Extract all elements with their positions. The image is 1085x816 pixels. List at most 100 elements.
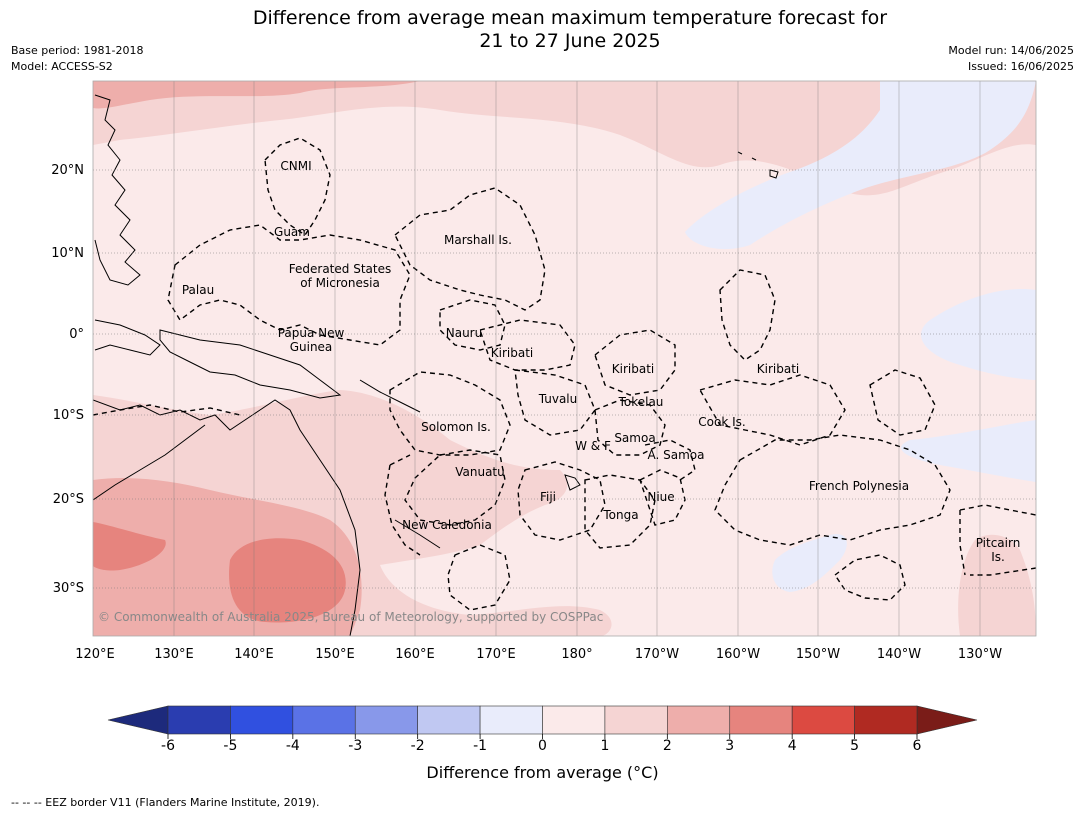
latitude-label: 0° — [69, 327, 84, 342]
anomaly-field-neg1-0-equator — [921, 289, 1036, 380]
place-labels: CNMI Guam Marshall Is. Federated States of M… — [182, 159, 1020, 564]
eez-borders — [93, 137, 1036, 611]
place-label-line: Cook Is. — [698, 415, 745, 429]
latitude-label: 20°N — [51, 163, 84, 178]
map-title-line2: 21 to 27 June 2025 — [479, 30, 661, 52]
longitude-label: 160°W — [716, 647, 760, 662]
place-label-niue: Niue — [647, 490, 674, 504]
place-label-kiribati-e: Kiribati — [757, 362, 799, 376]
colorbar-segment — [854, 705, 918, 735]
place-label-line: Kiribati — [491, 346, 533, 360]
place-label-line: Papua New — [278, 326, 345, 340]
place-label-kiribati-c: Kiribati — [612, 362, 654, 376]
colorbar-segment — [230, 705, 294, 735]
latitude-label: 30°S — [53, 581, 84, 596]
place-label-line: Kiribati — [612, 362, 654, 376]
place-label-line: A. Samoa — [648, 448, 705, 462]
colorbar-tick-label: 1 — [600, 738, 609, 754]
longitude-label: 130°E — [154, 647, 194, 662]
model-run: Model run: 14/06/2025 — [948, 44, 1074, 57]
place-label-wf: W & F — [575, 439, 611, 453]
model-name: Model: ACCESS-S2 — [11, 60, 113, 73]
place-label-line: Guinea — [290, 340, 333, 354]
longitude-label: 130°W — [958, 647, 1002, 662]
place-label-line: Nauru — [446, 326, 482, 340]
place-label-solomon: Solomon Is. — [421, 420, 491, 434]
longitude-label: 140°W — [877, 647, 921, 662]
place-label-png: Papua New Guinea — [278, 326, 345, 354]
colorbar-label: Difference from average (°C) — [426, 763, 659, 782]
place-label-line: Tuvalu — [538, 392, 578, 406]
graticule — [93, 81, 1036, 636]
anomaly-field-neg1-0-north — [685, 81, 1036, 250]
place-label-line: CNMI — [280, 159, 311, 173]
place-label-asamoa: A. Samoa — [648, 448, 705, 462]
place-label-line: Tokelau — [618, 395, 664, 409]
colorbar-tick-label: -3 — [348, 738, 362, 754]
place-label-samoa: Samoa — [614, 431, 655, 445]
colorbar-segment — [479, 705, 543, 735]
longitude-label: 180° — [561, 647, 592, 662]
anomaly-field-1-2-north — [93, 81, 1036, 196]
colorbar-tick-label: 3 — [725, 738, 734, 754]
colorbar-segment — [791, 705, 855, 735]
colorbar-tick-label: -1 — [473, 738, 487, 754]
colorbar-over-arrow — [916, 705, 978, 735]
map-title-line1: Difference from average mean maximum tem… — [252, 7, 888, 29]
longitude-label: 170°W — [635, 647, 679, 662]
longitude-label: 140°E — [234, 647, 274, 662]
colorbar-segment — [167, 705, 231, 735]
place-label-line: Palau — [182, 283, 214, 297]
place-label-line: W & F — [575, 439, 611, 453]
colorbar-tick-label: -2 — [411, 738, 425, 754]
longitude-label: 150°W — [796, 647, 840, 662]
colorbar-tick-label: -5 — [223, 738, 237, 754]
place-label-line: Solomon Is. — [421, 420, 491, 434]
colorbar-tick-label: 0 — [538, 738, 547, 754]
place-label-kiribati-w: Kiribati — [491, 346, 533, 360]
base-period: Base period: 1981-2018 — [11, 44, 144, 57]
place-label-palau: Palau — [182, 283, 214, 297]
meta-right: Model run: 14/06/2025 Issued: 16/06/2025 — [948, 43, 1074, 75]
colorbar-tick-label: 2 — [663, 738, 672, 754]
place-label-nauru: Nauru — [446, 326, 482, 340]
place-label-frpoly: French Polynesia — [809, 479, 909, 493]
anomaly-field-3-4-west — [93, 522, 166, 571]
latitude-label: 20°S — [53, 492, 84, 507]
colorbar-segment — [292, 705, 356, 735]
longitude-label: 160°E — [395, 647, 435, 662]
place-label-marshall: Marshall Is. — [444, 233, 512, 247]
colorbar: -6 -5 -4 -3 -2 -1 0 1 2 3 4 5 6 — [107, 705, 978, 754]
longitude-label: 150°E — [315, 647, 355, 662]
place-label-line: Tonga — [602, 508, 638, 522]
anomaly-field-1-2-se — [958, 534, 1036, 636]
colorbar-under-arrow — [107, 705, 169, 735]
colorbar-tick-label: 6 — [913, 738, 922, 754]
colorbar-tick-label: 4 — [788, 738, 797, 754]
place-label-line: Kiribati — [757, 362, 799, 376]
copyright-text: © Commonwealth of Australia 2025, Bureau… — [98, 610, 603, 624]
colorbar-segment — [354, 705, 418, 735]
place-label-cnmi: CNMI — [280, 159, 311, 173]
map-field — [93, 81, 1036, 636]
anomaly-field-3-4-core — [229, 538, 346, 623]
colorbar-segment — [417, 705, 481, 735]
place-label-line: New Caledonia — [402, 518, 492, 532]
anomaly-field-neg1-0-se — [901, 420, 1036, 482]
place-label-fsm: Federated States of Micronesia — [289, 262, 391, 290]
colorbar-tick-label: -4 — [286, 738, 300, 754]
colorbar-tick-label: -6 — [161, 738, 175, 754]
issued-date: Issued: 16/06/2025 — [967, 60, 1074, 73]
place-label-line: Federated States — [289, 262, 391, 276]
place-label-line: Pitcairn — [976, 536, 1021, 550]
map-frame — [92, 80, 1037, 637]
longitude-labels: 120°E 130°E 140°E 150°E 160°E 170°E 180° 170°W 1… — [75, 647, 1002, 662]
place-label-guam: Guam — [274, 225, 310, 239]
place-label-line: of Micronesia — [300, 276, 380, 290]
place-label-line: Is. — [991, 550, 1005, 564]
latitude-label: 10°S — [53, 408, 84, 423]
place-label-line: Fiji — [540, 490, 556, 504]
place-label-line: Marshall Is. — [444, 233, 512, 247]
longitude-label: 170°E — [476, 647, 516, 662]
